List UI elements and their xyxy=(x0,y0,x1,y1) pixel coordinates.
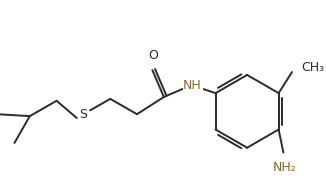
Text: NH: NH xyxy=(183,79,202,92)
Text: O: O xyxy=(148,50,158,62)
Text: CH₃: CH₃ xyxy=(302,61,325,74)
Text: NH₂: NH₂ xyxy=(273,161,296,174)
Text: S: S xyxy=(80,108,87,121)
